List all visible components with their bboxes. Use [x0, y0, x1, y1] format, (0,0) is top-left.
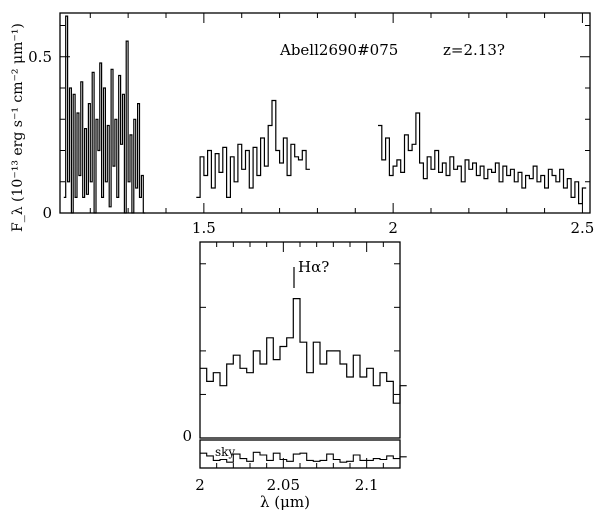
spectrum-segment-3 [378, 112, 587, 205]
zoom-x-tick-label: 2 [195, 476, 205, 494]
x-tick-label: 2.5 [570, 219, 594, 237]
redshift-annotation: z=2.13? [443, 41, 505, 59]
flux-axis-label: F_λ (10⁻¹³ erg s⁻¹ cm⁻² μm⁻¹) [10, 23, 26, 232]
zoom-spectrum-line [200, 298, 407, 404]
zoom-x-tick-label: 2.05 [267, 476, 300, 494]
object-name-annotation: Abell2690#075 [279, 41, 398, 59]
sky-panel-frame [199, 439, 401, 469]
zoom-y-tick-label: 0 [182, 427, 192, 445]
main-panel-ticks: 1.5 2 2.5 0 0.5 [28, 13, 594, 237]
sky-label: sky [215, 445, 235, 459]
spectrum-segment-2 [196, 99, 310, 198]
y-tick-label: 0 [42, 204, 52, 222]
h-alpha-label: Hα? [298, 258, 329, 276]
sky-spectrum-line [200, 451, 407, 463]
sky-panel-series [200, 451, 407, 463]
x-tick-label: 2 [388, 219, 398, 237]
spectrum-segment-1 [63, 15, 146, 214]
x-tick-label: 1.5 [192, 219, 216, 237]
main-panel-frame [59, 12, 591, 214]
y-tick-label: 0.5 [28, 48, 52, 66]
wavelength-axis-label: λ (μm) [260, 493, 310, 511]
zoom-panel-series [200, 298, 407, 404]
main-panel-series [63, 15, 587, 214]
zoom-x-tick-label: 2.1 [355, 476, 379, 494]
